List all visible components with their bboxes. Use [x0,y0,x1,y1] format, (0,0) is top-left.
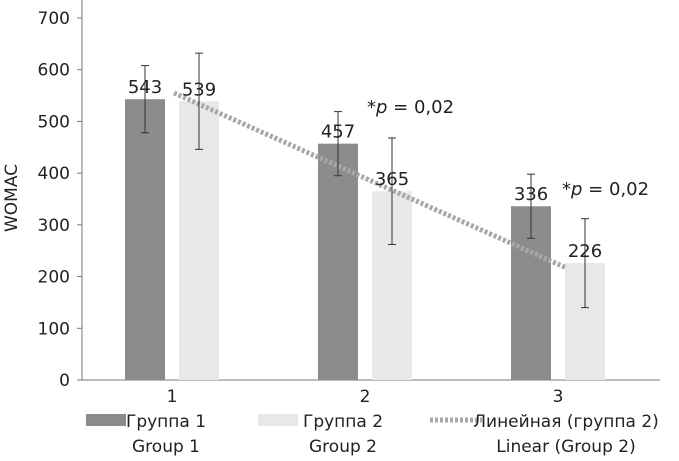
data-labels: 543 457 336 539 365 226 [128,77,602,262]
data-label: 457 [321,122,355,143]
annotations: *p = 0,02 *p = 0,02 [367,97,649,200]
data-label: 226 [568,241,602,262]
legend-label: Линейная (группа 2) [473,412,659,432]
x-tick-label: 2 [360,387,371,407]
y-tick-label: 300 [38,216,70,236]
y-tick-label: 500 [38,112,70,132]
data-label: 543 [128,77,162,98]
y-tick-label: 0 [59,371,70,391]
legend-label: Группа 2 [303,412,383,432]
data-label: 539 [182,79,216,100]
x-tick-label: 1 [167,387,178,407]
data-label: 365 [375,169,409,190]
y-tick-label: 600 [38,61,70,81]
legend-label: Группа 1 [126,412,206,432]
y-tick-label: 100 [38,319,70,339]
legend-label-en: Group 1 [132,437,200,457]
axes: 0 100 200 300 400 500 600 700 1 2 3 [38,0,660,407]
x-tick-label: 3 [553,387,564,407]
error-bars [141,52,589,309]
y-tick-label: 200 [38,268,70,288]
y-tick-label: 700 [38,9,70,29]
y-tick-label: 400 [38,164,70,184]
legend-label-en: Group 2 [309,437,377,457]
trendline-group [172,90,567,270]
bar [125,99,165,380]
legend-swatch [86,414,126,426]
data-label: 336 [514,184,548,205]
legend-swatch [258,414,298,426]
trendline [172,90,567,270]
p-value-annotation: *p = 0,02 [367,97,454,118]
legend: Группа 1 Group 1 Группа 2 Group 2 Линейная (… [86,412,659,457]
p-value-annotation: *p = 0,02 [562,179,649,200]
bar [318,143,358,380]
bars [125,99,605,380]
y-axis-title: WOMAC [2,164,22,232]
legend-label-en: Linear (Group 2) [496,437,635,457]
